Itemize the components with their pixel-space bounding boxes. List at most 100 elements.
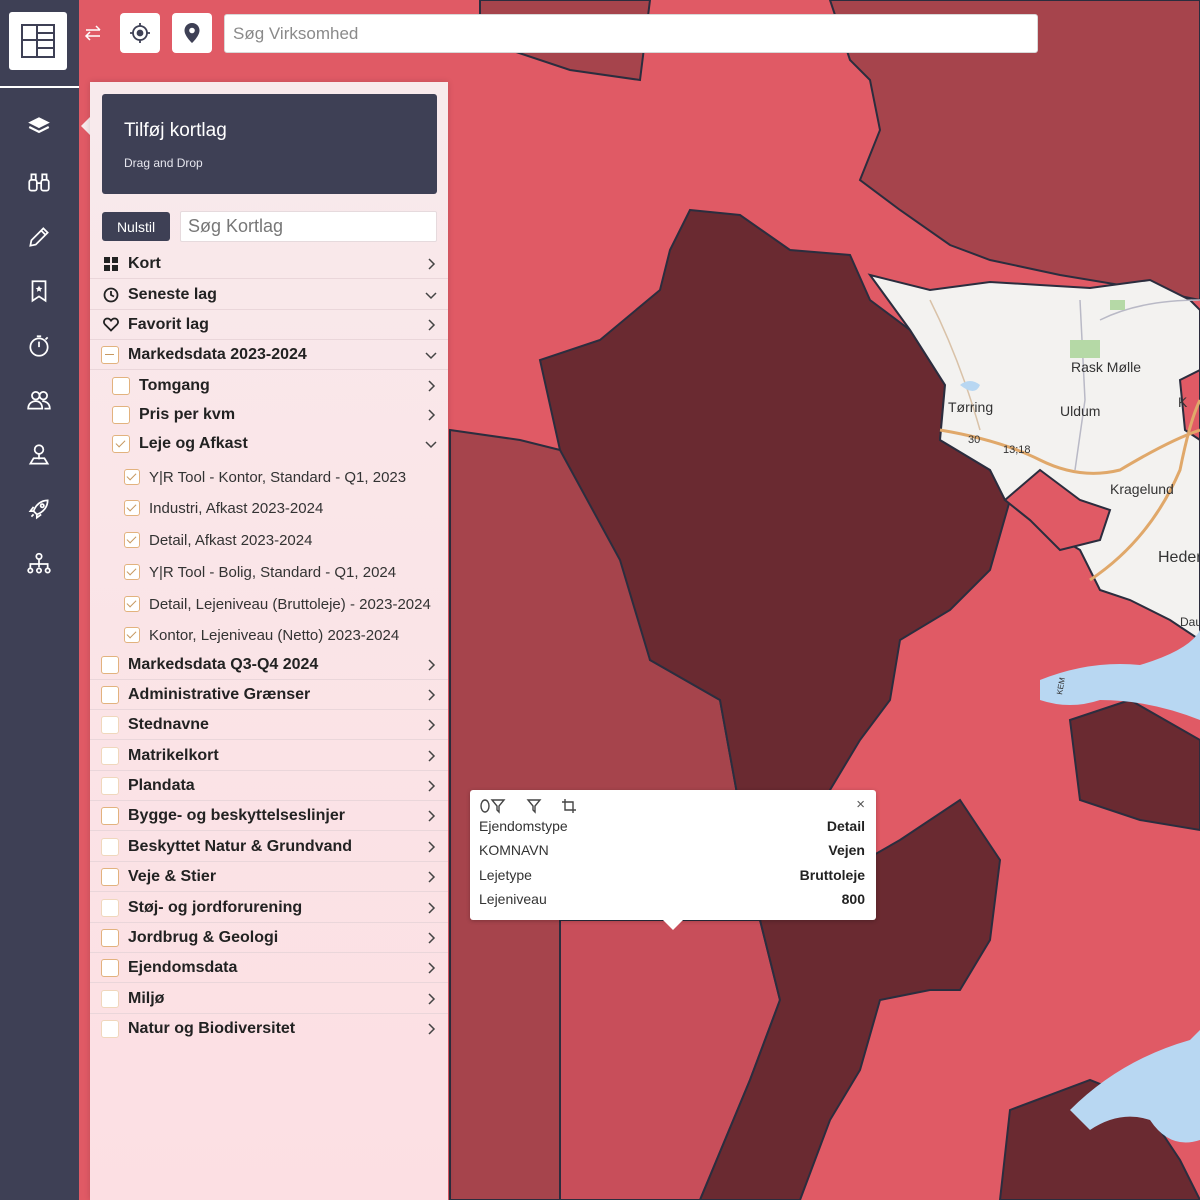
leaf-checkbox[interactable] <box>124 469 140 485</box>
org-chart-icon[interactable] <box>20 547 58 581</box>
chevron-right-icon <box>428 658 436 671</box>
close-icon[interactable]: × <box>856 796 865 813</box>
layer-group-seneste[interactable]: Seneste lag <box>90 280 448 310</box>
layer-leaf[interactable]: Y|R Tool - Kontor, Standard - Q1, 2023 <box>90 462 448 492</box>
group-checkbox[interactable] <box>101 958 119 977</box>
layer-group[interactable]: Veje & Stier <box>90 862 448 892</box>
layer-leaf[interactable]: Y|R Tool - Bolig, Standard - Q1, 2024 <box>90 557 448 587</box>
region-mid-nordost <box>828 0 1200 302</box>
layer-group[interactable]: Jordbrug & Geologi <box>90 923 448 953</box>
locate-button[interactable] <box>120 13 160 53</box>
popup-value: Bruttoleje <box>799 867 865 883</box>
layer-sub-tomgang[interactable]: Tomgang <box>90 371 448 401</box>
layer-group-label: Jordbrug & Geologi <box>128 928 279 946</box>
layer-group-label: Matrikelkort <box>128 746 219 764</box>
leaf-checkbox[interactable] <box>124 564 140 580</box>
layer-group[interactable]: Plandata <box>90 771 448 801</box>
layer-group[interactable]: Natur og Biodiversitet <box>90 1014 448 1044</box>
crosshair-icon <box>130 23 150 43</box>
group-checkbox[interactable] <box>101 715 119 734</box>
reset-button[interactable]: Nulstil <box>102 212 170 241</box>
layer-leaf[interactable]: Kontor, Lejeniveau (Netto) 2023-2024 <box>90 620 448 650</box>
chevron-right-icon <box>428 992 436 1005</box>
group-checkbox[interactable] <box>101 685 119 704</box>
popup-key: Ejendomstype <box>479 818 568 834</box>
leaf-checkbox[interactable] <box>124 500 140 516</box>
layer-group-markedsdata-2023[interactable]: Markedsdata 2023-2024 <box>90 340 448 370</box>
layer-group-label: Markedsdata 2023-2024 <box>128 345 307 363</box>
group-checkbox[interactable] <box>101 746 119 765</box>
layer-group[interactable]: Administrative Grænser <box>90 680 448 710</box>
layer-group[interactable]: Markedsdata Q3-Q4 2024 <box>90 650 448 680</box>
layer-leaf[interactable]: Industri, Afkast 2023-2024 <box>90 493 448 523</box>
swap-arrows-icon[interactable] <box>80 18 106 48</box>
leaf-checkbox[interactable] <box>124 627 140 643</box>
map-pin-icon <box>184 23 200 43</box>
group-checkbox[interactable] <box>101 776 119 795</box>
pencil-icon[interactable] <box>20 220 58 254</box>
layer-sub-leje[interactable]: Leje og Afkast <box>90 429 448 459</box>
app-logo[interactable] <box>9 12 67 70</box>
layer-group-label: Beskyttet Natur & Grundvand <box>128 837 353 855</box>
layer-group[interactable]: Matrikelkort <box>90 741 448 771</box>
layer-group-label: Miljø <box>128 989 165 1007</box>
layers-icon[interactable] <box>20 110 58 144</box>
grid-icon <box>103 256 119 272</box>
place-label: Heder <box>1158 549 1200 566</box>
panel-title: Tilføj kortlag <box>124 120 227 141</box>
group-checkbox[interactable] <box>101 806 119 825</box>
popup-value: Detail <box>826 818 865 834</box>
layer-search-input[interactable] <box>180 211 437 242</box>
sub-checkbox[interactable] <box>112 377 130 395</box>
layer-group-favorit[interactable]: Favorit lag <box>90 310 448 340</box>
layer-group-kort[interactable]: Kort <box>90 249 448 279</box>
layer-leaf[interactable]: Detail, Lejeniveau (Bruttoleje) - 2023-2… <box>90 589 448 619</box>
layer-group-label: Kort <box>128 254 161 272</box>
group-checkbox[interactable] <box>101 1020 119 1038</box>
layer-leaf-label: Industri, Afkast 2023-2024 <box>149 499 324 517</box>
group-checkbox[interactable] <box>101 898 119 917</box>
users-icon[interactable] <box>20 383 58 417</box>
group-checkbox[interactable] <box>101 928 119 947</box>
layer-group[interactable]: Ejendomsdata <box>90 953 448 983</box>
layer-group[interactable]: Støj- og jordforurening <box>90 893 448 923</box>
group-checkbox[interactable] <box>101 989 119 1008</box>
crop-icon[interactable] <box>561 798 577 814</box>
layer-group[interactable]: Miljø <box>90 984 448 1014</box>
clear-filter-icon[interactable] <box>480 798 506 814</box>
layer-group[interactable]: Beskyttet Natur & Grundvand <box>90 832 448 862</box>
road-label: KEM <box>1055 676 1067 695</box>
popup-key: Lejetype <box>479 867 532 883</box>
chevron-right-icon <box>428 779 436 792</box>
bookmark-icon[interactable] <box>20 274 58 308</box>
map-user-icon[interactable] <box>20 438 58 472</box>
group-checkbox[interactable] <box>101 655 119 674</box>
layer-group-label: Veje & Stier <box>128 867 217 885</box>
layer-sub-pris[interactable]: Pris per kvm <box>90 400 448 430</box>
sub-checkbox[interactable] <box>112 406 130 424</box>
company-search-input[interactable] <box>224 14 1038 53</box>
chevron-right-icon <box>428 961 436 974</box>
layer-group[interactable]: Bygge- og beskyttelseslinjer <box>90 801 448 831</box>
logo-icon <box>21 24 55 58</box>
binoculars-icon[interactable] <box>20 165 58 199</box>
region-dark-south <box>698 798 1002 1200</box>
filter-icon[interactable] <box>526 798 542 814</box>
pin-button[interactable] <box>172 13 212 53</box>
group-checkbox[interactable] <box>101 345 119 364</box>
sub-checkbox[interactable] <box>112 435 130 453</box>
place-label: Uldum <box>1060 403 1100 419</box>
group-checkbox[interactable] <box>101 837 119 856</box>
layer-leaf-label: Y|R Tool - Bolig, Standard - Q1, 2024 <box>149 563 397 581</box>
group-checkbox[interactable] <box>101 867 119 886</box>
rocket-icon[interactable] <box>20 492 58 526</box>
forest-patch <box>1070 340 1100 358</box>
leaf-checkbox[interactable] <box>124 596 140 612</box>
popup-value: Vejen <box>828 842 865 858</box>
layer-group[interactable]: Stednavne <box>90 710 448 740</box>
stopwatch-icon[interactable] <box>20 329 58 363</box>
leaf-checkbox[interactable] <box>124 532 140 548</box>
layer-leaf[interactable]: Detail, Afkast 2023-2024 <box>90 525 448 555</box>
clock-icon <box>103 287 119 303</box>
layer-leaf-label: Y|R Tool - Kontor, Standard - Q1, 2023 <box>149 468 407 486</box>
